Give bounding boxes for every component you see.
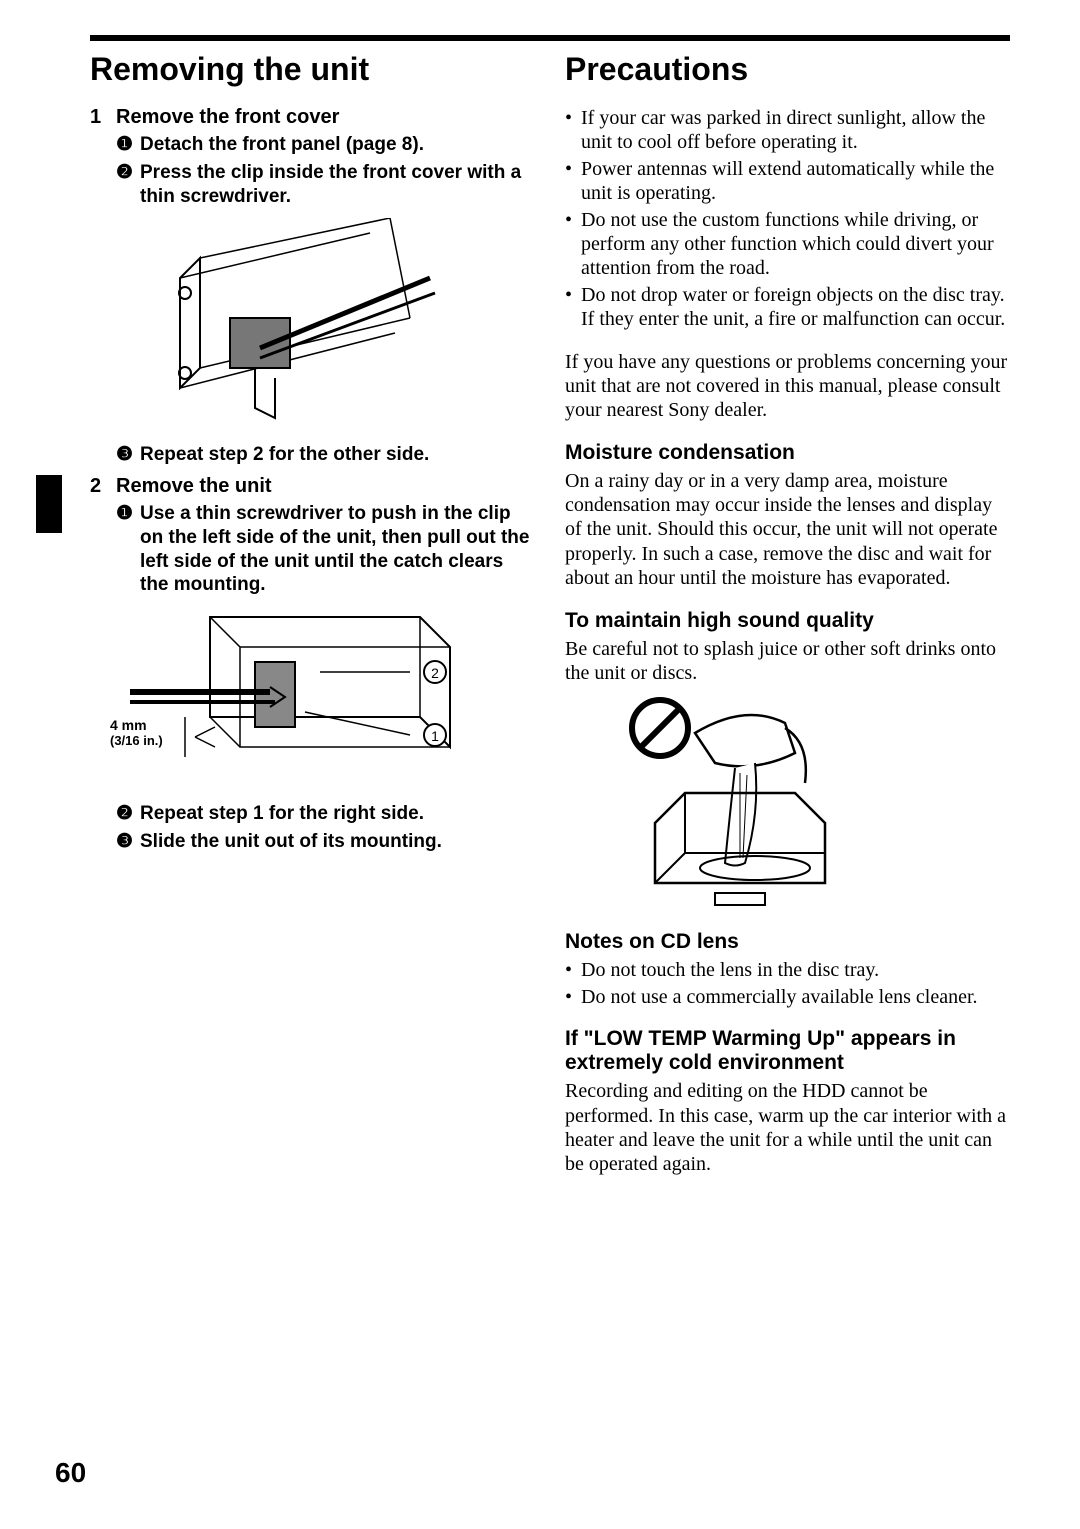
step-1-number: 1 — [90, 106, 116, 129]
step-2-sub-1: ❶ Use a thin screwdriver to push in the … — [116, 502, 535, 597]
heading-removing: Removing the unit — [90, 51, 535, 88]
svg-text:1: 1 — [431, 728, 439, 744]
step-1-sub-1: ❶ Detach the front panel (page 8). — [116, 133, 535, 157]
bullet-item: •If your car was parked in direct sunlig… — [565, 106, 1010, 155]
circled-1b-icon: ❶ — [116, 502, 140, 597]
lowtemp-paragraph: Recording and editing on the HDD cannot … — [565, 1079, 1010, 1177]
bullet-text: Power antennas will extend automatically… — [581, 157, 1010, 206]
page-number: 60 — [55, 1457, 86, 1489]
bullet-item: •Do not touch the lens in the disc tray. — [565, 958, 1010, 982]
bullet-item: •Do not use the custom functions while d… — [565, 208, 1010, 281]
bullet-dot-icon: • — [565, 157, 581, 206]
step-1-sub-3: ❸ Repeat step 2 for the other side. — [116, 443, 535, 467]
figure-2-svg: 2 1 — [110, 607, 470, 787]
step-1-sub-1-text: Detach the front panel (page 8). — [140, 133, 424, 157]
heading-lowtemp: If "LOW TEMP Warming Up" appears in extr… — [565, 1027, 1010, 1075]
top-rule — [90, 35, 1010, 41]
heading-moisture: Moisture condensation — [565, 441, 1010, 465]
bullet-dot-icon: • — [565, 958, 581, 982]
figure-2-label-in: (3/16 in.) — [110, 733, 163, 748]
heading-precautions: Precautions — [565, 51, 1010, 88]
circled-2-icon: ❷ — [116, 161, 140, 209]
bullet-dot-icon: • — [565, 985, 581, 1009]
side-tab — [36, 475, 62, 533]
left-column: Removing the unit 1 Remove the front cov… — [90, 51, 535, 1195]
step-1-sub-2: ❷ Press the clip inside the front cover … — [116, 161, 535, 209]
heading-cd-lens: Notes on CD lens — [565, 930, 1010, 954]
questions-paragraph: If you have any questions or problems co… — [565, 350, 1010, 423]
moisture-paragraph: On a rainy day or in a very damp area, m… — [565, 469, 1010, 591]
sound-paragraph: Be careful not to splash juice or other … — [565, 637, 1010, 686]
figure-3 — [625, 693, 1010, 918]
bullet-item: •Do not drop water or foreign objects on… — [565, 283, 1010, 332]
bullet-dot-icon: • — [565, 283, 581, 332]
bullet-text: Do not use a commercially available lens… — [581, 985, 978, 1009]
circled-3b-icon: ❸ — [116, 830, 140, 854]
step-1: 1 Remove the front cover — [90, 106, 535, 129]
step-1-title: Remove the front cover — [116, 106, 339, 129]
step-1-sub-2-text: Press the clip inside the front cover wi… — [140, 161, 535, 209]
bullet-item: •Power antennas will extend automaticall… — [565, 157, 1010, 206]
step-2-number: 2 — [90, 475, 116, 498]
bullet-dot-icon: • — [565, 208, 581, 281]
right-column: Precautions •If your car was parked in d… — [565, 51, 1010, 1195]
two-columns: Removing the unit 1 Remove the front cov… — [90, 51, 1010, 1195]
figure-3-svg — [625, 693, 855, 913]
cd-bullets: •Do not touch the lens in the disc tray.… — [565, 958, 1010, 1009]
bullet-dot-icon: • — [565, 106, 581, 155]
step-2: 2 Remove the unit — [90, 475, 535, 498]
step-2-title: Remove the unit — [116, 475, 272, 498]
figure-2-label-mm: 4 mm — [110, 717, 147, 733]
bullet-item: •Do not use a commercially available len… — [565, 985, 1010, 1009]
bullet-text: Do not drop water or foreign objects on … — [581, 283, 1010, 332]
figure-2: 2 1 4 mm (3/16 in.) — [110, 607, 535, 792]
step-2-sub-3-text: Slide the unit out of its mounting. — [140, 830, 442, 854]
svg-text:2: 2 — [431, 665, 439, 681]
bullet-text: If your car was parked in direct sunligh… — [581, 106, 1010, 155]
bullet-text: Do not use the custom functions while dr… — [581, 208, 1010, 281]
precautions-bullets: •If your car was parked in direct sunlig… — [565, 106, 1010, 332]
circled-2b-icon: ❷ — [116, 802, 140, 826]
step-2-sub-2: ❷ Repeat step 1 for the right side. — [116, 802, 535, 826]
circled-3-icon: ❸ — [116, 443, 140, 467]
circled-1-icon: ❶ — [116, 133, 140, 157]
step-2-sub-2-text: Repeat step 1 for the right side. — [140, 802, 424, 826]
heading-sound-quality: To maintain high sound quality — [565, 609, 1010, 633]
step-2-sub-1-text: Use a thin screwdriver to push in the cl… — [140, 502, 535, 597]
figure-1-svg — [140, 218, 440, 428]
step-1-sub-3-text: Repeat step 2 for the other side. — [140, 443, 429, 467]
figure-1 — [140, 218, 535, 433]
step-2-sub-3: ❸ Slide the unit out of its mounting. — [116, 830, 535, 854]
page-content: Removing the unit 1 Remove the front cov… — [90, 35, 1010, 1195]
bullet-text: Do not touch the lens in the disc tray. — [581, 958, 879, 982]
